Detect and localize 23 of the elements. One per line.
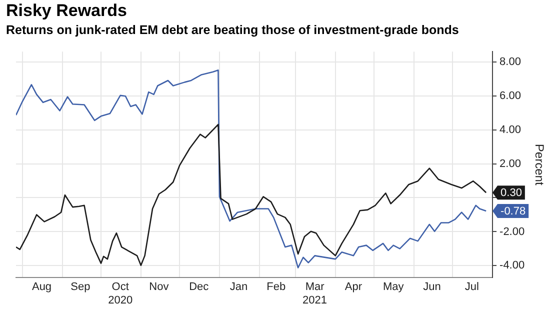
chart-subtitle: Returns on junk-rated EM debt are beating those of investment-grade bonds: [6, 23, 459, 37]
x-tick-label: Jul: [464, 281, 479, 294]
y-tick-label: 8.00: [500, 56, 521, 68]
x-tick-label: Apr: [344, 281, 362, 294]
y-tick-label: 2.00: [500, 158, 521, 170]
data-label: -0.78: [500, 206, 526, 218]
x-tick-label: Jan: [230, 281, 248, 294]
x-tick-label: Dec: [189, 281, 210, 294]
x-tick-label: Feb: [266, 281, 286, 294]
y-tick-label: 6.00: [500, 90, 521, 102]
x-tick-label: Aug: [32, 281, 52, 294]
x-tick-label: Nov: [149, 281, 170, 294]
y-tick-label: -4.00: [500, 260, 525, 272]
chart-title: Risky Rewards: [6, 1, 127, 21]
x-tick-label: Oct 2020: [108, 281, 133, 306]
y-tick-label: -2.00: [500, 226, 525, 238]
data-label: 0.30: [500, 187, 522, 200]
x-tick-label: Sep: [70, 281, 90, 294]
x-tick-label: May: [382, 281, 404, 294]
x-tick-label: Mar 2021: [302, 281, 328, 306]
x-tick-label: Jun: [423, 281, 441, 294]
y-tick-label: 4.00: [500, 124, 521, 136]
y-axis-title: Percent: [532, 144, 546, 186]
